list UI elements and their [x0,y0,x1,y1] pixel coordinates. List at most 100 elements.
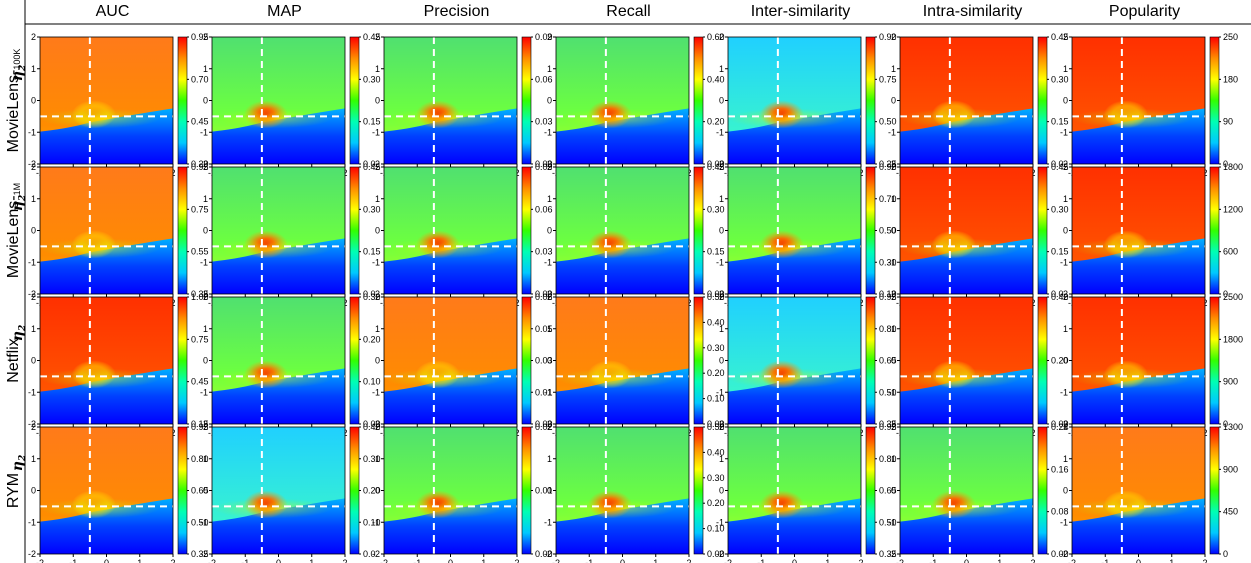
x-tick-label: 0 [1136,558,1141,563]
colorbar-tick-label: 0.00 [363,419,381,429]
colorbar-tick-label: 0.65 [879,356,897,366]
y-tick-label: -1 [1060,517,1068,527]
transition-glow [1072,498,1192,519]
column-title: Intra-similarity [923,3,1023,20]
y-tick-label: -2 [716,549,724,559]
colorbar-tick-label: 0.75 [191,334,209,344]
colorbar-tick-label: 0.10 [363,517,381,527]
y-tick-label: 0 [547,226,552,236]
y-tick-label: -2 [28,549,36,559]
y-tick-label: -2 [888,419,896,429]
y-tick-label: -1 [716,257,724,267]
y-tick-label: 0 [547,356,552,366]
transition-glow [728,238,848,259]
colorbar-tick-label: 0.0 [1051,159,1064,169]
colorbar-tick-label: 0.75 [879,74,897,84]
y-tick-label: -2 [544,159,552,169]
transition-glow [1072,108,1192,129]
y-tick-label: 0 [203,356,208,366]
x-tick-label: -2 [380,558,388,563]
y-tick-label: -2 [1060,159,1068,169]
y-tick-label: -1 [200,257,208,267]
y-tick-label: -2 [544,289,552,299]
colorbar-tick-label: 0 [1223,289,1228,299]
x-tick-label: -2 [1068,558,1076,563]
transition-glow [900,238,1020,259]
x-tick-label: 0 [792,558,797,563]
colorbar-tick-label: 0.00 [535,419,553,429]
colorbar-tick-label: 0.80 [879,454,897,464]
heatmap-panel: -2 -1 0 1 2 2 1 0 -1 -2 0.60 0.40 0.20 0.00 [544,32,725,178]
y-tick-label: 0 [1063,356,1068,366]
colorbar-tick-label: 0.20 [363,334,381,344]
colorbar-tick-label: 0.00 [535,549,553,559]
colorbar-tick-label: 0.0 [1051,289,1064,299]
transition-glow [1072,238,1192,259]
y-tick-label: 1 [891,324,896,334]
y-tick-label: -1 [888,257,896,267]
transition-glow [900,108,1020,129]
colorbar-tick-label: 0.95 [191,32,209,42]
y-tick-label: -2 [716,289,724,299]
y-tick-label: 2 [1063,292,1068,302]
x-tick-label: 1 [653,558,658,563]
colorbar-tick-label: 1300 [1223,422,1243,432]
colorbar-tick-label: 0.30 [363,292,381,302]
colorbar-tick-label: 0.00 [707,419,725,429]
transition-glow [900,498,1020,519]
colorbar-tick-label: 0.0 [363,159,376,169]
colorbar-tick-label: 0.15 [707,247,725,257]
colorbar-tick-label: 0.50 [879,517,897,527]
colorbar-tick-label: 0.95 [191,162,209,172]
x-tick-label: 2 [858,558,863,563]
y-tick-label: 0 [891,356,896,366]
colorbar-tick-label: 0.20 [707,498,725,508]
row-title: Netflix [5,338,22,382]
colorbar-tick-label: 1800 [1223,334,1243,344]
colorbar-tick-label: 0.30 [879,257,897,267]
colorbar-tick-label: 1800 [1223,162,1243,172]
colorbar-tick-label: 900 [1223,464,1238,474]
y-tick-label: -1 [888,517,896,527]
y-tick-label: 2 [719,292,724,302]
y-tick-label: 1 [203,324,208,334]
y-tick-label: -1 [1060,387,1068,397]
y-tick-label: 2 [203,422,208,432]
y-tick-label: -1 [200,517,208,527]
colorbar [865,426,876,555]
y-tick-label: 1 [1063,324,1068,334]
y-tick-label: 1 [31,194,36,204]
y-tick-label: -1 [716,517,724,527]
colorbar-tick-label: 0.45 [363,162,381,172]
y-tick-label: 0 [375,96,380,106]
y-tick-label: -1 [200,387,208,397]
y-tick-label: 1 [719,324,724,334]
row-title-sub: 100K [12,49,22,70]
colorbar-tick-label: 0.30 [707,473,725,483]
colorbar-tick-label: 0.02 [535,422,553,432]
y-tick-label: 0 [1063,486,1068,496]
y-tick-label: -1 [888,387,896,397]
colorbar-tick-label: 0.30 [1051,204,1069,214]
y-tick-label: 0 [203,486,208,496]
y-tick-label: 2 [891,162,896,172]
y-tick-label: 0 [891,486,896,496]
colorbar-tick-label: 0.05 [535,324,553,334]
y-tick-label: -1 [1060,257,1068,267]
transition-glow [212,368,332,389]
y-tick-label: 2 [1063,162,1068,172]
colorbar-tick-label: 0.95 [879,422,897,432]
colorbar-tick-label: 450 [1223,507,1238,517]
colorbar-tick-label: 0.00 [1051,419,1069,429]
y-axis-label-sub: 2 [18,195,28,202]
y-tick-label: -2 [544,419,552,429]
colorbar-tick-label: 600 [1223,247,1238,257]
y-tick-label: 0 [203,96,208,106]
y-tick-label: -2 [28,159,36,169]
